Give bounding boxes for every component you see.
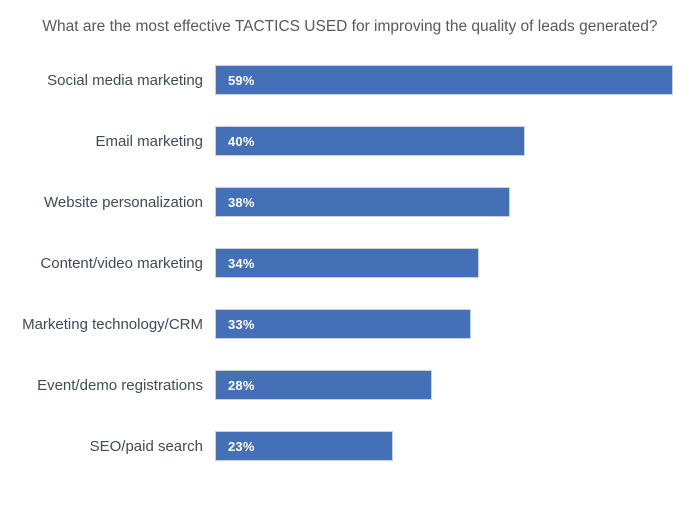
category-label: Event/demo registrations	[37, 376, 203, 394]
bar-row: Website personalization 38%	[0, 187, 692, 218]
bar: 33%	[215, 309, 471, 340]
bar-row: Content/video marketing 34%	[0, 248, 692, 279]
bar-track: 28%	[215, 370, 692, 401]
bar-value-label: 34%	[228, 255, 255, 271]
bar-rows: Social media marketing 59% Email marketi…	[0, 65, 700, 462]
bar-value-label: 28%	[228, 377, 255, 393]
category-label: Social media marketing	[47, 71, 203, 89]
bar: 38%	[215, 187, 510, 218]
bar: 59%	[215, 65, 673, 96]
bar-row: Email marketing 40%	[0, 126, 692, 157]
bar-track: 59%	[215, 65, 692, 96]
bar-row: Event/demo registrations 28%	[0, 370, 692, 401]
bar-row: SEO/paid search 23%	[0, 431, 692, 462]
bar-value-label: 59%	[228, 72, 255, 88]
bar-value-label: 33%	[228, 316, 255, 332]
bar: 28%	[215, 370, 433, 401]
bar-track: 23%	[215, 431, 692, 462]
bar-track: 38%	[215, 187, 692, 218]
category-label: Marketing technology/CRM	[22, 315, 203, 333]
category-label: SEO/paid search	[89, 437, 203, 455]
chart-title: What are the most effective TACTICS USED…	[42, 18, 658, 35]
bar-value-label: 38%	[228, 194, 255, 210]
bar-value-label: 40%	[228, 133, 255, 149]
bar: 40%	[215, 126, 526, 157]
bar-row: Social media marketing 59%	[0, 65, 692, 96]
bar-track: 34%	[215, 248, 692, 279]
category-label: Content/video marketing	[40, 254, 203, 272]
bar: 34%	[215, 248, 479, 279]
bar: 23%	[215, 431, 394, 462]
bar-track: 40%	[215, 126, 692, 157]
category-label: Website personalization	[44, 193, 203, 211]
bar-track: 33%	[215, 309, 692, 340]
bar-row: Marketing technology/CRM 33%	[0, 309, 692, 340]
category-label: Email marketing	[95, 132, 203, 150]
bar-value-label: 23%	[228, 438, 255, 454]
